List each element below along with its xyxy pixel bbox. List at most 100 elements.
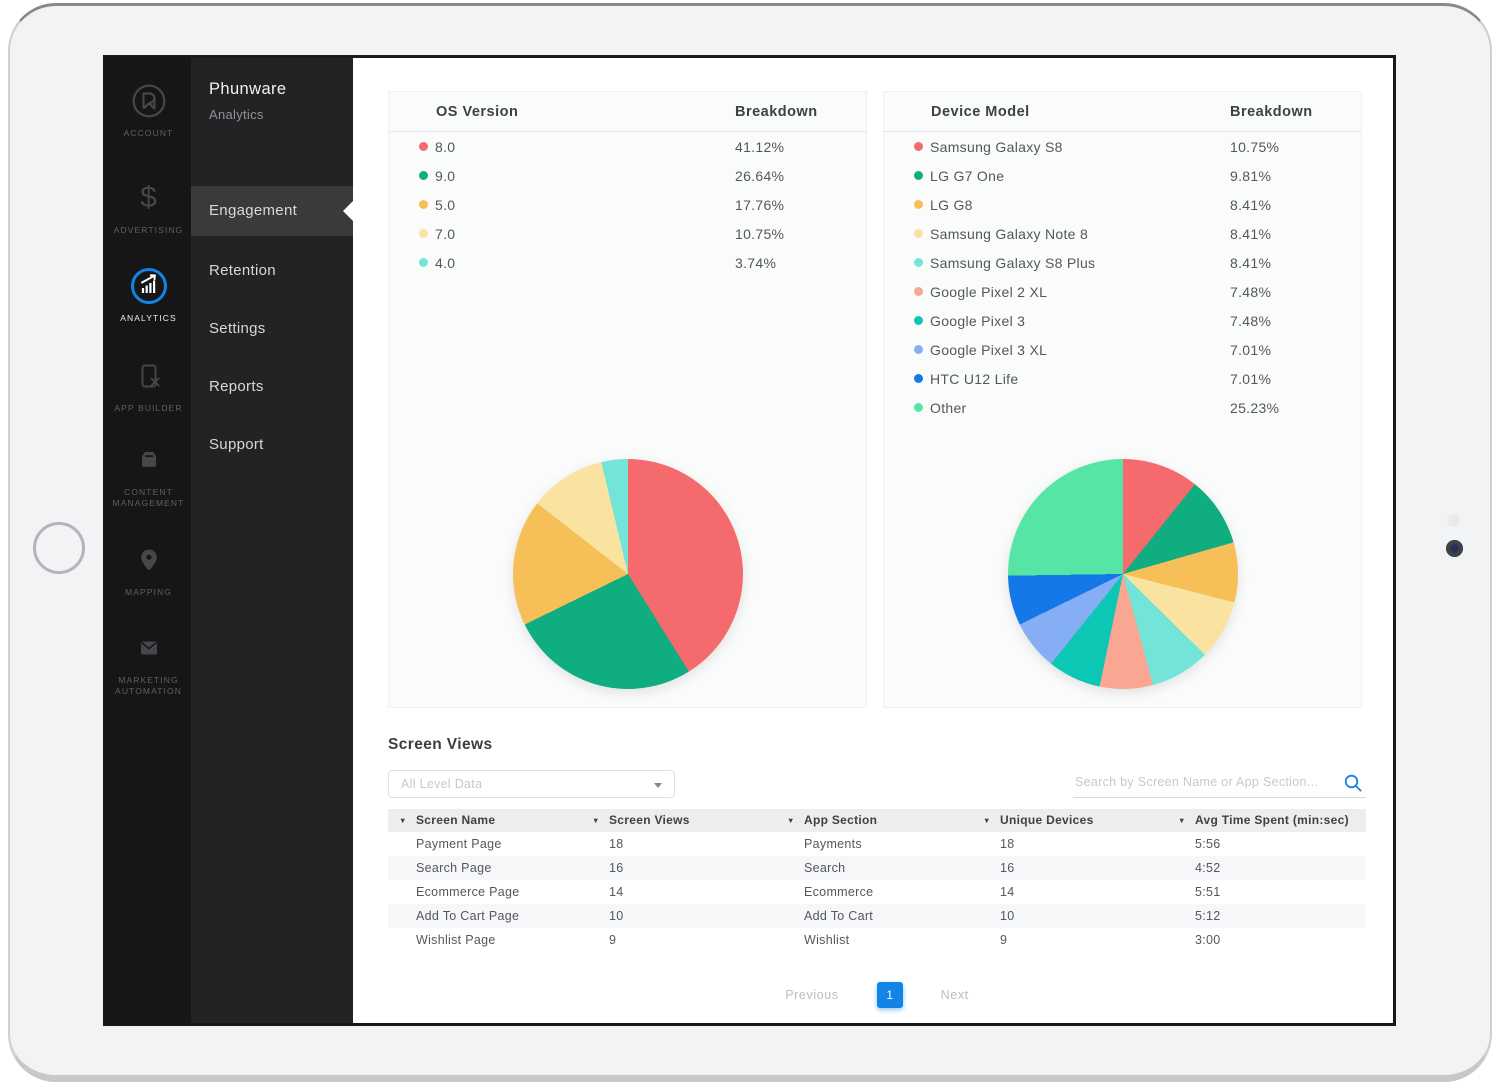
cell-unique-devices: 9	[1000, 933, 1008, 947]
cell-app-section: Wishlist	[804, 933, 850, 947]
sidebar-item-marketing-automation[interactable]: MARKETING AUTOMATION	[106, 628, 191, 697]
legend-label: 9.0	[435, 168, 456, 184]
table-row[interactable]: Wishlist Page 9 Wishlist 9 3:00	[388, 928, 1366, 952]
legend-item: Samsung Galaxy S8 10.75%	[884, 132, 1361, 161]
device-model-pie-chart	[1008, 459, 1238, 689]
sidebar-item-advertising[interactable]: $ ADVERTISING	[106, 178, 191, 236]
legend-color-dot	[914, 403, 923, 412]
menu-item-label: Support	[209, 436, 264, 453]
column-header-avg-time[interactable]: ▼ Avg Time Spent (min:sec)	[1167, 809, 1366, 832]
active-item-arrow	[343, 201, 353, 221]
legend-value: 25.23%	[1230, 400, 1280, 416]
table-row[interactable]: Payment Page 18 Payments 18 5:56	[388, 832, 1366, 856]
next-page-button[interactable]: Next	[940, 988, 969, 1002]
legend-color-dot	[914, 316, 923, 325]
panel-header: OS Version Breakdown	[389, 92, 866, 132]
legend-item: Other 25.23%	[884, 393, 1361, 422]
cell-unique-devices: 16	[1000, 861, 1015, 875]
legend-color-dot	[914, 345, 923, 354]
column-header-unique-devices[interactable]: ▼ Unique Devices	[972, 809, 1167, 832]
legend-value: 7.01%	[1230, 371, 1272, 387]
legend-item: 8.0 41.12%	[389, 132, 866, 161]
column-header-app-section[interactable]: ▼ App Section	[776, 809, 972, 832]
legend-color-dot	[914, 374, 923, 383]
legend-value: 9.81%	[1230, 168, 1272, 184]
cell-avg-time: 5:51	[1195, 885, 1221, 899]
column-header-screen-name[interactable]: ▼ Screen Name	[388, 809, 581, 832]
home-button[interactable]	[33, 522, 85, 574]
table-row[interactable]: Search Page 16 Search 16 4:52	[388, 856, 1366, 880]
table-row[interactable]: Ecommerce Page 14 Ecommerce 14 5:51	[388, 880, 1366, 904]
legend-color-dot	[419, 142, 428, 151]
brand-product: Analytics	[209, 107, 264, 122]
legend-label: 5.0	[435, 197, 456, 213]
legend-item: Google Pixel 2 XL 7.48%	[884, 277, 1361, 306]
cell-avg-time: 3:00	[1195, 933, 1221, 947]
current-page-button[interactable]: 1	[876, 982, 903, 1008]
cell-app-section: Search	[804, 861, 846, 875]
breakdown-column-header: Breakdown	[735, 104, 818, 120]
device-model-legend: Samsung Galaxy S8 10.75% LG G7 One 9.81%…	[884, 132, 1361, 422]
legend-item: HTC U12 Life 7.01%	[884, 364, 1361, 393]
menu-item-label: Retention	[209, 262, 276, 279]
menu-item-support[interactable]: Support	[191, 428, 353, 462]
legend-item: 4.0 3.74%	[389, 248, 866, 277]
app-window: ACCOUNT $ ADVERTISING	[103, 55, 1396, 1026]
column-header-label: Screen Name	[416, 813, 496, 827]
sidebar-item-app-builder[interactable]: APP BUILDER	[106, 356, 191, 414]
search-icon[interactable]	[1342, 772, 1364, 794]
cell-screen-name: Search Page	[416, 861, 492, 875]
column-header-screen-views[interactable]: ▼ Screen Views	[581, 809, 776, 832]
previous-page-button[interactable]: Previous	[785, 988, 839, 1002]
level-data-dropdown[interactable]: All Level Data	[388, 770, 675, 798]
search-input[interactable]	[1075, 771, 1333, 793]
breakdown-column-header: Breakdown	[1230, 104, 1313, 120]
table-body: Payment Page 18 Payments 18 5:56 Search …	[388, 832, 1366, 952]
sort-caret-icon: ▼	[1178, 816, 1186, 825]
menu-item-settings[interactable]: Settings	[191, 312, 353, 346]
legend-value: 8.41%	[1230, 255, 1272, 271]
legend-value: 7.01%	[1230, 342, 1272, 358]
cell-screen-views: 18	[609, 837, 624, 851]
sidebar-item-mapping[interactable]: MAPPING	[106, 540, 191, 598]
sidebar-item-content-management[interactable]: CONTENT MANAGEMENT	[106, 440, 191, 509]
cell-app-section: Payments	[804, 837, 862, 851]
menu-item-reports[interactable]: Reports	[191, 370, 353, 404]
phunware-logo-icon	[129, 81, 169, 121]
sort-caret-icon: ▼	[983, 816, 991, 825]
legend-label: HTC U12 Life	[930, 371, 1019, 387]
column-header-label: Unique Devices	[1000, 813, 1094, 827]
sort-caret-icon: ▼	[787, 816, 795, 825]
legend-color-dot	[914, 258, 923, 267]
legend-value: 17.76%	[735, 197, 785, 213]
os-version-panel: OS Version Breakdown 8.0 41.12% 9.0 26.6…	[388, 91, 867, 708]
menu-item-label: Reports	[209, 378, 264, 395]
rail-item-label: APP BUILDER	[114, 403, 183, 413]
legend-value: 41.12%	[735, 139, 785, 155]
legend-item: LG G8 8.41%	[884, 190, 1361, 219]
sidebar-item-account[interactable]: ACCOUNT	[106, 81, 191, 139]
column-header-label: Screen Views	[609, 813, 690, 827]
legend-value: 7.48%	[1230, 313, 1272, 329]
chevron-down-icon	[654, 783, 662, 788]
table-row[interactable]: Add To Cart Page 10 Add To Cart 10 5:12	[388, 904, 1366, 928]
pagination: Previous 1 Next	[388, 980, 1366, 1010]
column-header-label: Avg Time Spent (min:sec)	[1195, 813, 1349, 827]
legend-label: 4.0	[435, 255, 456, 271]
legend-value: 3.74%	[735, 255, 777, 271]
panel-title: Device Model	[931, 104, 1030, 120]
sidebar-item-analytics[interactable]: ANALYTICS	[106, 266, 191, 324]
legend-label: Samsung Galaxy S8	[930, 139, 1063, 155]
legend-item: Samsung Galaxy Note 8 8.41%	[884, 219, 1361, 248]
cell-avg-time: 5:12	[1195, 909, 1221, 923]
analytics-chart-icon	[129, 266, 169, 306]
rail-item-label: ACCOUNT	[123, 128, 174, 138]
legend-value: 7.48%	[1230, 284, 1272, 300]
device-model-panel: Device Model Breakdown Samsung Galaxy S8…	[883, 91, 1362, 708]
legend-value: 10.75%	[735, 226, 785, 242]
menu-item-retention[interactable]: Retention	[191, 254, 353, 288]
content-box-icon	[129, 440, 169, 480]
cell-screen-name: Add To Cart Page	[416, 909, 520, 923]
menu-item-engagement[interactable]: Engagement	[191, 186, 353, 236]
envelope-icon	[129, 628, 169, 668]
